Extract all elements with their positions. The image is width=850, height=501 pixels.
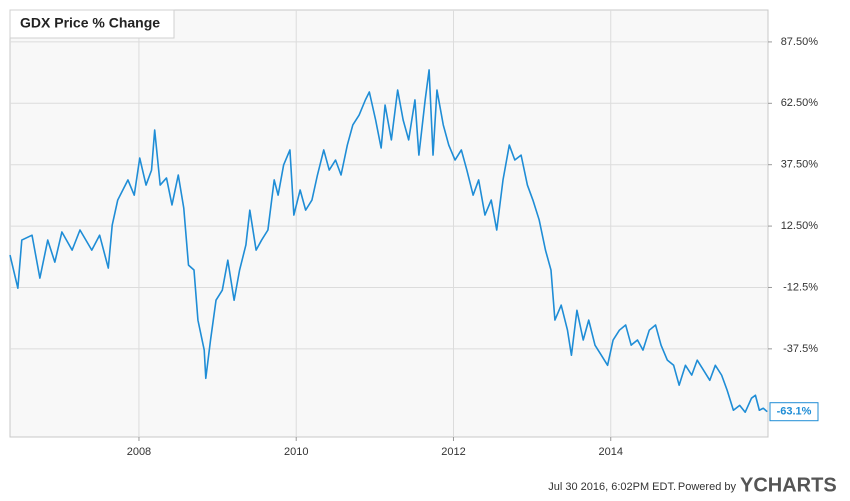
plot-area: [9, 9, 769, 438]
y-tick-label: 12.50%: [781, 220, 819, 232]
y-tick-label: -37.5%: [783, 343, 818, 355]
x-tick-label: 2012: [441, 446, 465, 458]
line-series: [9, 69, 768, 413]
chart-title: GDX Price % Change: [20, 15, 160, 31]
x-tick-label: 2010: [284, 446, 308, 458]
x-tick-label: 2008: [127, 446, 151, 458]
title-box: [9, 9, 175, 39]
y-tick-label: 37.50%: [781, 159, 819, 171]
y-tick-label: 62.50%: [781, 97, 819, 109]
timestamp: Jul 30 2016, 6:02PM EDT.: [548, 481, 676, 493]
brand-logo: YCHARTS: [740, 474, 837, 496]
value-label-box: [769, 402, 819, 422]
x-tick-label: 2014: [598, 446, 622, 458]
y-tick-label: -12.5%: [783, 281, 818, 293]
powered-by: Powered by: [678, 481, 737, 493]
value-label: -63.1%: [777, 406, 812, 418]
grid: [10, 10, 768, 437]
lines: [9, 69, 768, 413]
y-tick-label: 87.50%: [781, 36, 819, 48]
